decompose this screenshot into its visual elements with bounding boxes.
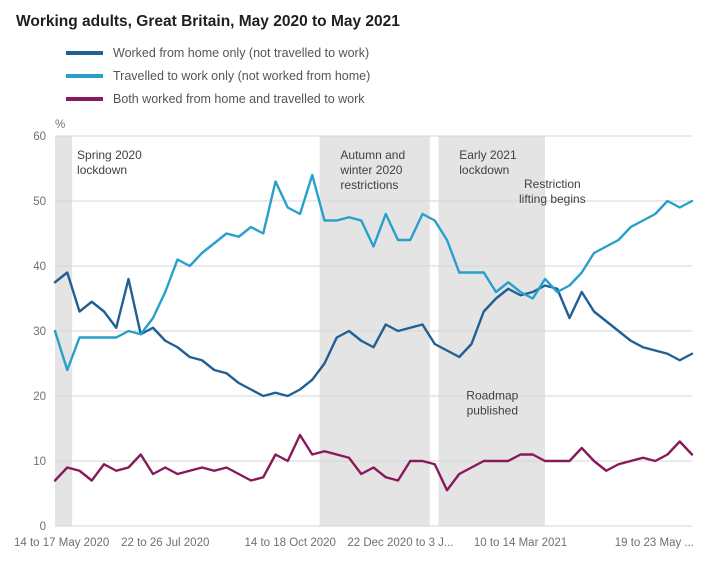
y-axis-tick-label: 10 [33,456,46,468]
annotation-restriction-lifting-begins: Restriction lifting begins [519,177,586,206]
chart-title: Working adults, Great Britain, May 2020 … [16,13,400,30]
x-axis-tick-label: 10 to 14 Mar 2021 [474,537,567,549]
y-axis-tick-label: 40 [33,261,46,273]
annotation-spring-2020-lockdown: Spring 2020 lockdown [77,148,142,177]
y-axis-tick-label: 20 [33,391,46,403]
legend-label-travelled-to-work-only: Travelled to work only (not worked from … [113,68,371,83]
x-axis-tick-label: 14 to 17 May 2020 [14,537,109,549]
y-axis-tick-label: 0 [40,521,46,533]
x-axis-tick-label: 19 to 23 May ... [615,537,694,549]
y-axis-tick-label: 50 [33,196,46,208]
series-line-both-worked-from-home-and-travelled-to-work [53,433,694,492]
series-line-worked-from-home-only-not-travelled-to-work [53,271,694,398]
legend-swatch-worked-from-home-only [66,50,103,55]
y-axis-tick-label: 60 [33,131,46,143]
legend-swatch-both-home-and-travel [66,96,103,101]
legend-item-both-home-and-travel: Both worked from home and travelled to w… [66,91,724,106]
x-axis-tick-label: 14 to 18 Oct 2020 [244,537,335,549]
legend-label-worked-from-home-only: Worked from home only (not travelled to … [113,45,370,60]
annotation-early-2021-lockdown: Early 2021 lockdown [459,148,517,177]
legend-label-both-home-and-travel: Both worked from home and travelled to w… [113,91,365,106]
annotation-roadmap-published: Roadmap published [466,388,518,417]
annotation-autumn-and-winter-2020-restrictions: Autumn and winter 2020 restrictions [339,148,405,192]
legend-item-travelled-to-work-only: Travelled to work only (not worked from … [66,68,724,83]
legend-item-worked-from-home-only: Worked from home only (not travelled to … [66,45,724,60]
x-axis-tick-label: 22 Dec 2020 to 3 J... [347,537,453,549]
series-line-travelled-to-work-only-not-worked-from-home [53,173,694,372]
legend-swatch-travelled-to-work-only [66,73,103,78]
y-axis-unit-label: % [55,119,65,131]
line-chart: 0 10 20 30 40 50 60% 14 to 17 May 2020 22 to 26 … [14,119,694,549]
y-axis-tick-label: 30 [33,326,46,338]
legend: Worked from home only (not travelled to … [66,45,724,106]
x-axis-tick-label: 22 to 26 Jul 2020 [121,537,209,549]
